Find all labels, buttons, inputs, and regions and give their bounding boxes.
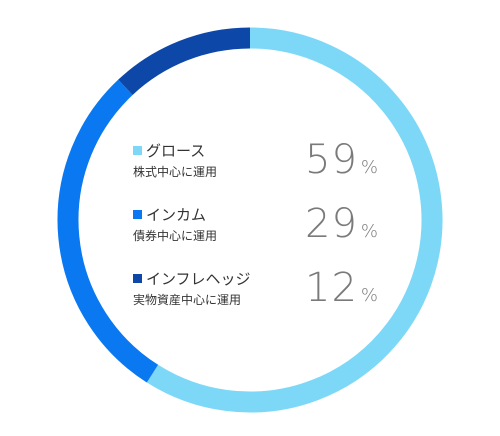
legend-swatch-income <box>133 210 142 219</box>
data-label-growth: 59 <box>305 137 358 183</box>
legend-row-income: インカム 債券中心に運用 29% <box>133 201 383 252</box>
unit-label-inflation-hedge: % <box>360 285 380 306</box>
legend-text-growth: グロース <box>146 142 206 160</box>
unit-label-income: % <box>360 221 380 242</box>
legend-value-inflation-hedge: 12% <box>305 265 379 311</box>
legend-label-growth: グロース <box>133 140 205 161</box>
legend-row-inflation-hedge: インフレヘッジ 実物資産中心に運用 12% <box>133 265 383 316</box>
legend-row-growth: グロース 株式中心に運用 59% <box>133 137 383 188</box>
legend-description-growth: 株式中心に運用 <box>133 165 218 179</box>
unit-label-growth: % <box>360 157 380 178</box>
data-label-inflation-hedge: 12 <box>305 265 358 311</box>
legend-text-inflation-hedge: インフレヘッジ <box>146 270 251 288</box>
legend-text-income: インカム <box>146 206 207 224</box>
legend-swatch-growth <box>133 146 142 155</box>
slice-inflation-hedge <box>118 27 251 96</box>
legend-value-growth: 59% <box>305 137 379 183</box>
data-label-income: 29 <box>305 201 358 247</box>
legend-value-income: 29% <box>305 201 379 247</box>
legend-description-inflation-hedge: 実物資産中心に運用 <box>133 293 242 307</box>
legend-label-inflation-hedge: インフレヘッジ <box>133 268 251 289</box>
slice-income <box>57 79 159 383</box>
slice-growth <box>146 27 443 413</box>
legend-label-income: インカム <box>133 204 206 225</box>
legend-swatch-inflation-hedge <box>133 274 142 283</box>
legend-description-income: 債券中心に運用 <box>133 229 218 243</box>
